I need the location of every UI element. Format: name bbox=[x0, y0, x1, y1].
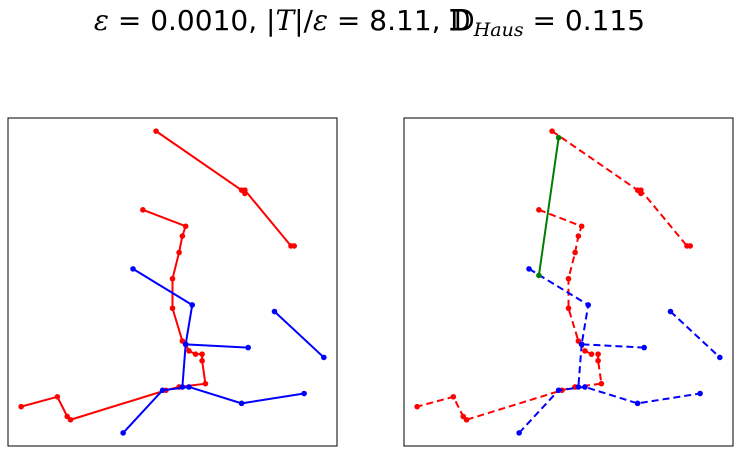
panel-right bbox=[403, 117, 734, 447]
data-point-left-5-1 bbox=[179, 384, 186, 390]
data-point-left-4-4 bbox=[301, 390, 307, 397]
data-point-left-1-17 bbox=[54, 394, 61, 400]
title-eps-value: 0.0010 bbox=[150, 4, 249, 37]
data-point-right-1-0 bbox=[536, 207, 542, 213]
data-point-right-1-17 bbox=[450, 394, 457, 400]
data-point-right-1-1 bbox=[578, 223, 585, 230]
data-point-left-0-0 bbox=[153, 128, 159, 134]
data-point-left-2-1 bbox=[189, 302, 196, 308]
data-point-right-4-1 bbox=[555, 387, 562, 394]
data-point-left-4-0 bbox=[120, 430, 126, 436]
series-line-right-2 bbox=[528, 268, 645, 349]
data-point-left-1-10 bbox=[199, 351, 205, 357]
title-haus-value: 0.115 bbox=[564, 4, 646, 37]
data-point-left-4-1 bbox=[159, 387, 166, 394]
data-point-right-4-2 bbox=[582, 384, 588, 390]
data-point-left-1-4 bbox=[169, 275, 176, 282]
data-point-right-1-4 bbox=[565, 275, 572, 282]
data-point-left-1-12 bbox=[202, 380, 209, 387]
data-point-right-1-9 bbox=[588, 351, 595, 357]
data-point-left-1-18 bbox=[18, 403, 24, 410]
data-point-right-0-5 bbox=[687, 243, 694, 249]
data-point-right-1-18 bbox=[414, 403, 420, 410]
data-point-left-1-9 bbox=[192, 351, 199, 357]
title-haus-symbol: 𝔻 bbox=[449, 4, 474, 37]
data-point-right-4-0 bbox=[516, 430, 522, 436]
title-ratio-value: 8.11 bbox=[369, 4, 432, 37]
data-point-left-2-3 bbox=[245, 344, 251, 351]
title-eps-symbol: ε bbox=[93, 4, 109, 37]
data-point-left-1-0 bbox=[140, 207, 146, 213]
data-point-right-2-1 bbox=[585, 302, 592, 308]
data-point-right-1-11 bbox=[595, 357, 601, 364]
data-point-right-5-1 bbox=[575, 384, 582, 390]
data-point-left-0-5 bbox=[291, 243, 298, 249]
data-point-left-4-2 bbox=[186, 384, 192, 390]
data-point-right-5-0 bbox=[578, 341, 585, 348]
data-point-right-3-1 bbox=[717, 354, 723, 361]
data-point-left-1-8 bbox=[186, 348, 192, 354]
data-point-right-4-4 bbox=[697, 390, 703, 397]
series-line-right-4 bbox=[518, 385, 701, 434]
data-point-right-0-3 bbox=[638, 187, 644, 193]
series-line-left-5 bbox=[181, 344, 187, 388]
data-point-right-1-2 bbox=[575, 233, 582, 239]
data-point-left-1-16 bbox=[64, 413, 71, 420]
series-line-left-3 bbox=[273, 310, 325, 359]
data-point-right-2-0 bbox=[526, 266, 532, 272]
series-line-right-6 bbox=[537, 137, 560, 276]
data-point-right-0-0 bbox=[549, 128, 555, 134]
data-point-right-3-0 bbox=[667, 308, 674, 315]
data-point-left-1-1 bbox=[182, 223, 189, 230]
title-eps-symbol-2: ε bbox=[313, 4, 329, 37]
data-point-left-1-11 bbox=[199, 357, 205, 364]
data-point-right-6-1 bbox=[536, 272, 542, 279]
data-point-right-1-12 bbox=[598, 380, 605, 387]
data-point-left-3-0 bbox=[271, 308, 278, 315]
data-point-left-3-1 bbox=[321, 354, 327, 361]
series-line-right-3 bbox=[669, 310, 721, 359]
data-point-right-2-3 bbox=[641, 344, 647, 351]
data-point-left-1-3 bbox=[176, 249, 182, 256]
data-point-left-1-5 bbox=[169, 305, 176, 312]
data-point-right-1-16 bbox=[460, 413, 467, 420]
data-point-right-4-3 bbox=[634, 400, 641, 407]
data-point-left-1-2 bbox=[179, 233, 186, 239]
data-point-left-0-3 bbox=[242, 187, 248, 193]
data-point-right-1-3 bbox=[572, 249, 578, 256]
data-point-right-6-0 bbox=[555, 134, 562, 141]
title-haus-sub: Haus bbox=[473, 19, 524, 41]
data-point-left-4-3 bbox=[238, 400, 245, 407]
panel-left bbox=[7, 117, 338, 447]
series-line-left-2 bbox=[132, 268, 249, 349]
data-point-left-2-0 bbox=[130, 266, 136, 272]
data-point-right-1-8 bbox=[582, 348, 588, 354]
data-point-left-5-0 bbox=[182, 341, 189, 348]
data-point-right-1-10 bbox=[595, 351, 601, 357]
series-line-right-5 bbox=[577, 344, 583, 388]
data-point-right-1-5 bbox=[565, 305, 572, 312]
figure-title: ε = 0.0010, |T|/ε = 8.11, 𝔻Haus = 0.115 bbox=[93, 4, 646, 41]
